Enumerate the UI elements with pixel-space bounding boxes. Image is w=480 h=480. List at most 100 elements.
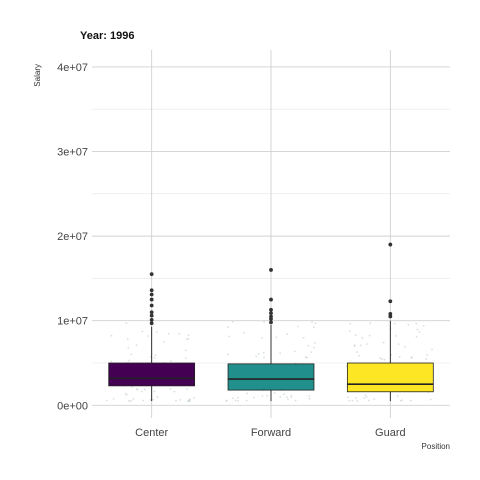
y-tick-label: 1e+07 [57,316,88,328]
jitter-point [175,399,177,402]
jitter-point [279,352,282,355]
jitter-point [125,393,128,396]
jitter-point [170,360,172,363]
jitter-point [173,390,176,393]
jitter-point [187,338,190,340]
jitter-point [353,344,356,347]
jitter-point [130,399,133,402]
jitter-point [126,338,129,341]
jitter-point [193,396,195,399]
outlier-point [269,297,273,302]
y-tick-label: 3e+07 [57,147,88,159]
jitter-point [349,322,352,325]
jitter-point [112,397,115,400]
jitter-point [124,392,127,395]
jitter-point [261,395,264,397]
jitter-point [110,360,113,363]
jitter-point [381,358,383,361]
jitter-point [348,399,351,402]
jitter-point [351,399,354,402]
jitter-point [135,344,138,347]
jitter-point [418,331,421,333]
jitter-point [382,341,385,344]
jitter-point [304,356,307,359]
jitter-points [105,320,434,402]
jitter-point [187,334,190,337]
jitter-point [395,334,397,337]
jitter-point [105,399,108,402]
jitter-point [275,336,278,339]
jitter-point [403,345,406,348]
jitter-point [396,395,399,398]
jitter-point [162,340,165,343]
jitter-point [151,398,154,401]
jitter-point [356,400,359,402]
jitter-point [314,322,317,325]
jitter-point [227,326,230,328]
jitter-point [379,357,382,359]
jitter-point [363,397,366,399]
jitter-point [246,392,249,395]
outlier-point [388,242,393,247]
jitter-point [308,397,311,400]
jitter-point [311,321,313,323]
jitter-point [398,355,401,358]
jitter-point [154,354,157,357]
jitter-point [149,398,152,401]
jitter-point [312,346,315,349]
jitter-point [367,399,370,402]
jitter-point [426,354,429,356]
jitter-point [188,398,191,401]
jitter-point [125,322,128,325]
jitter-point [186,388,189,390]
jitter-point [153,357,156,359]
jitter-point [142,399,145,402]
x-tick-label: Center [135,427,168,439]
jitter-point [369,322,372,325]
x-tick-label: Forward [251,427,291,439]
jitter-point [186,400,189,402]
jitter-point [184,357,187,359]
jitter-point [273,392,276,394]
jitter-point [314,341,316,344]
box-guard [346,242,434,402]
jitter-point [312,326,315,329]
y-tick-label: 2e+07 [57,231,88,243]
outlier-point [149,310,154,315]
jitter-point [410,356,413,359]
jitter-point [397,343,400,346]
jitter-point [364,394,367,396]
jitter-point [266,394,268,397]
jitter-point [415,322,418,325]
jitter-point [422,324,425,327]
jitter-point [184,349,187,352]
jitter-point [231,320,234,323]
jitter-point [407,323,410,326]
jitter-point [283,393,286,396]
jitter-point [354,397,357,399]
jitter-point [285,396,288,399]
jitter-point [128,359,131,362]
jitter-point [179,398,182,401]
jitter-point [260,337,263,339]
jitter-point [178,332,181,335]
outlier-point [149,272,154,277]
box-iqr [227,363,315,391]
jitter-point [140,390,143,393]
outlier-point [269,311,273,315]
jitter-point [263,356,265,359]
box-iqr [346,362,434,393]
jitter-point [409,399,412,402]
jitter-point [130,353,133,356]
jitter-point [290,394,293,397]
jitter-point [146,335,149,337]
jitter-point [143,388,146,391]
jitter-point [228,335,231,338]
y-tick-label: 4e+07 [57,62,88,74]
jitter-point [365,343,368,345]
jitter-point [167,332,170,335]
jitter-point [359,344,362,347]
jitter-point [310,351,313,354]
jitter-point [383,358,386,361]
jitter-point [237,396,239,399]
